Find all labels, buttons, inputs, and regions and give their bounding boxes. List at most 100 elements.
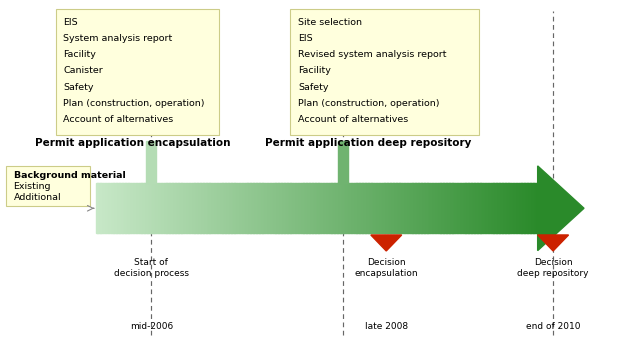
Bar	[256, 183, 258, 233]
Bar	[253, 183, 255, 233]
Bar	[106, 183, 108, 233]
Bar	[389, 183, 391, 233]
Bar	[498, 183, 500, 233]
Bar	[264, 183, 266, 233]
Bar	[164, 183, 166, 233]
Bar	[292, 183, 294, 233]
Bar	[495, 183, 497, 233]
Bar	[290, 183, 292, 233]
Bar	[197, 183, 199, 233]
Bar	[227, 183, 229, 233]
Bar	[462, 183, 464, 233]
Bar	[320, 183, 321, 233]
Bar	[499, 183, 501, 233]
Text: EIS: EIS	[298, 34, 313, 43]
Bar	[152, 183, 153, 233]
Bar	[400, 183, 402, 233]
Text: Decision
deep repository: Decision deep repository	[517, 258, 589, 277]
Bar	[349, 183, 351, 233]
Bar	[519, 183, 520, 233]
Bar	[526, 183, 528, 233]
Bar	[166, 183, 168, 233]
Bar	[242, 183, 243, 233]
Bar	[454, 183, 455, 233]
Bar	[245, 183, 247, 233]
Bar	[492, 183, 494, 233]
Bar	[407, 183, 408, 233]
Bar	[274, 183, 276, 233]
Bar	[116, 183, 118, 233]
Bar	[461, 183, 463, 233]
Bar	[255, 183, 256, 233]
Bar	[364, 183, 366, 233]
Bar	[321, 183, 323, 233]
Bar	[331, 183, 333, 233]
Bar	[265, 183, 267, 233]
Bar	[158, 183, 159, 233]
Bar	[171, 183, 172, 233]
Bar	[283, 183, 285, 233]
Bar	[249, 183, 251, 233]
Bar	[527, 183, 529, 233]
Bar	[384, 183, 386, 233]
Bar	[146, 183, 148, 233]
Bar	[345, 183, 347, 233]
Bar	[326, 183, 328, 233]
Bar	[305, 183, 307, 233]
Bar	[115, 183, 117, 233]
Bar	[353, 183, 355, 233]
Bar	[470, 183, 472, 233]
Bar	[202, 183, 203, 233]
Bar	[147, 183, 149, 233]
Bar	[315, 183, 317, 233]
Bar	[200, 183, 202, 233]
Bar	[142, 183, 143, 233]
Bar	[169, 183, 171, 233]
Bar	[277, 183, 279, 233]
Bar	[177, 183, 179, 233]
Bar	[426, 183, 428, 233]
Bar	[460, 183, 462, 233]
Bar	[159, 183, 161, 233]
Bar	[358, 183, 360, 233]
Bar	[156, 183, 158, 233]
Bar	[183, 183, 184, 233]
Bar	[184, 183, 186, 233]
Bar	[395, 183, 397, 233]
Bar	[434, 183, 436, 233]
Bar	[287, 183, 289, 233]
Bar	[300, 183, 302, 233]
Bar	[531, 183, 533, 233]
Bar	[368, 183, 370, 233]
Bar	[168, 183, 170, 233]
Bar	[333, 183, 335, 233]
Bar	[216, 183, 218, 233]
Bar	[121, 183, 122, 233]
Bar	[314, 183, 316, 233]
Bar	[125, 183, 127, 233]
Text: Permit application deep repository: Permit application deep repository	[265, 138, 471, 148]
Bar	[221, 183, 222, 233]
Bar	[104, 183, 106, 233]
Bar	[100, 183, 102, 233]
Bar	[212, 183, 214, 233]
Bar	[392, 183, 394, 233]
Text: late 2008: late 2008	[365, 322, 408, 331]
Bar	[276, 183, 277, 233]
Bar	[279, 183, 280, 233]
Bar	[281, 183, 283, 233]
Bar	[361, 183, 363, 233]
Bar	[188, 183, 190, 233]
Bar	[336, 183, 337, 233]
Bar	[337, 183, 339, 233]
Bar	[510, 183, 512, 233]
Bar	[329, 183, 330, 233]
Bar	[206, 183, 208, 233]
Bar	[391, 183, 392, 233]
Bar	[224, 183, 226, 233]
Bar	[114, 183, 115, 233]
Bar	[130, 183, 132, 233]
Bar	[374, 183, 376, 233]
Bar	[473, 183, 475, 233]
Bar	[535, 183, 536, 233]
